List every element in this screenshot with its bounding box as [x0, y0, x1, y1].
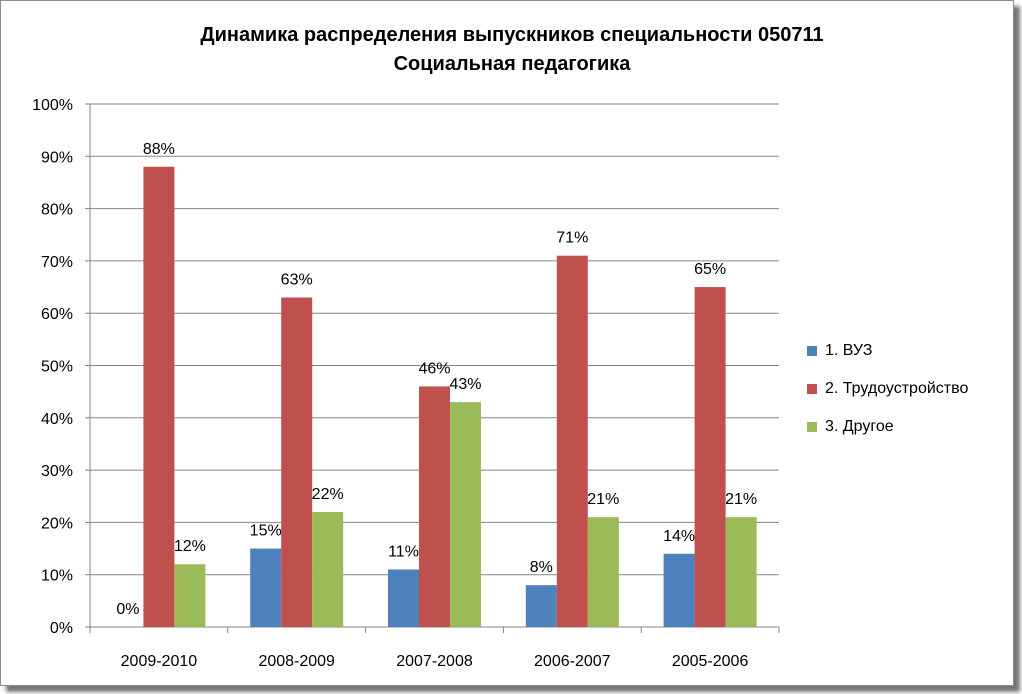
data-label: 0% — [116, 601, 139, 618]
y-tick-label: 90% — [41, 149, 73, 166]
y-tick-label: 20% — [41, 515, 73, 532]
bar — [694, 287, 726, 627]
x-tick-label: 2008-2009 — [258, 653, 335, 670]
legend-swatch-vuz — [807, 345, 817, 356]
x-tick-label: 2007-2008 — [396, 653, 473, 670]
legend-item-other: 3. Другое — [807, 417, 968, 436]
y-tick-label: 80% — [41, 202, 73, 219]
data-label: 21% — [725, 491, 757, 508]
data-label: 43% — [449, 376, 481, 393]
y-tick-label: 60% — [41, 306, 73, 323]
chart-title-block: Динамика распределения выпускников специ… — [1, 21, 1022, 79]
bar — [725, 517, 757, 627]
data-label: 71% — [556, 230, 588, 247]
data-label: 63% — [281, 272, 313, 289]
data-label: 65% — [694, 261, 726, 278]
y-tick-label: 10% — [41, 568, 73, 585]
data-label: 22% — [312, 486, 344, 503]
y-tick-label: 30% — [41, 463, 73, 480]
bar — [525, 585, 557, 627]
bar-chart-plot: 0% 10% 20% 30% 40% 50% 60% 70% 80% 90% 100% 0% 88% 12… — [32, 97, 780, 670]
y-tick-label: 100% — [32, 97, 73, 114]
bar — [143, 166, 175, 627]
chart-title: Динамика распределения выпускников специ… — [200, 24, 824, 46]
data-label: 46% — [418, 360, 450, 377]
bar — [419, 386, 450, 627]
x-tick-label: 2009-2010 — [121, 653, 198, 670]
bar — [556, 255, 588, 628]
data-label: 14% — [663, 528, 695, 545]
legend-item-vuz: 1. ВУЗ — [807, 341, 968, 360]
bar — [587, 517, 619, 627]
bar — [663, 553, 695, 627]
data-label: 8% — [530, 559, 553, 576]
x-tick-label: 2005-2006 — [672, 653, 749, 670]
data-label: 88% — [143, 141, 175, 158]
legend-label-other: 3. Другое — [825, 417, 894, 435]
y-tick-label: 0% — [50, 620, 73, 637]
legend-label-employment: 2. Трудоустройство — [825, 379, 969, 397]
legend-item-employment: 2. Трудоустройство — [807, 379, 968, 398]
data-label: 12% — [174, 538, 206, 555]
legend-swatch-other — [807, 421, 817, 432]
chart-subtitle: Социальная педагогика — [393, 53, 631, 75]
bar — [388, 569, 419, 627]
bar — [250, 548, 282, 627]
legend-label-vuz: 1. ВУЗ — [825, 341, 873, 359]
bar — [450, 402, 481, 627]
data-label: 21% — [587, 491, 619, 508]
data-label: 11% — [388, 543, 419, 560]
y-tick-label: 70% — [41, 254, 73, 271]
bar — [174, 564, 206, 627]
y-tick-label: 40% — [41, 411, 73, 428]
bar — [281, 297, 313, 627]
y-tick-label: 50% — [41, 359, 73, 376]
legend-swatch-employment — [807, 383, 817, 394]
data-label: 15% — [250, 523, 282, 540]
x-tick-label: 2006-2007 — [534, 653, 611, 670]
chart-legend: 1. ВУЗ 2. Трудоустройство 3. Другое — [807, 341, 968, 455]
bar — [312, 511, 344, 627]
